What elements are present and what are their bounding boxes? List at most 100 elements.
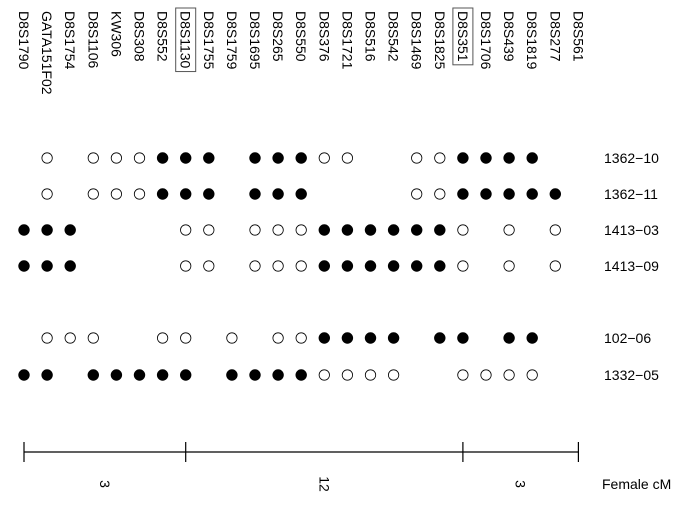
- open-dot: [41, 332, 53, 344]
- marker-label: D8S1706: [478, 11, 494, 70]
- marker-label: D8S376: [316, 11, 332, 62]
- filled-dot: [203, 152, 215, 164]
- marker-highlight-box: [452, 7, 474, 66]
- open-dot: [87, 152, 99, 164]
- filled-dot: [364, 332, 377, 344]
- open-dot: [87, 332, 99, 344]
- open-dot: [549, 260, 561, 272]
- open-dot: [295, 224, 307, 236]
- open-dot: [503, 369, 515, 381]
- filled-dot: [480, 152, 492, 164]
- filled-dot: [318, 332, 330, 344]
- filled-dot: [41, 224, 53, 236]
- individual-label: 1362−11: [604, 186, 658, 202]
- filled-dot: [341, 260, 354, 272]
- filled-dot: [457, 152, 469, 164]
- filled-dot: [272, 152, 284, 164]
- filled-dot: [64, 260, 76, 272]
- marker-label: D8S1759: [224, 11, 240, 70]
- open-dot: [133, 188, 146, 200]
- marker-labels: D8S1790 GATA151F02 D8S1754 D8S1106 KW306 D8S3…: [16, 7, 586, 95]
- filled-dot: [18, 260, 30, 272]
- filled-dot: [387, 260, 400, 272]
- individual-label: 1362−10: [604, 150, 659, 166]
- genetic-distance-scale: 3 12 3 Female cM: [23, 442, 671, 492]
- open-dot: [180, 224, 192, 236]
- open-dot: [157, 332, 169, 344]
- filled-dot: [526, 332, 538, 344]
- filled-dot: [133, 369, 146, 381]
- open-dot: [41, 152, 53, 164]
- open-dot: [87, 188, 99, 200]
- filled-dot: [318, 260, 330, 272]
- marker-label: D8S550: [293, 11, 309, 62]
- filled-dot: [387, 224, 400, 236]
- open-dot: [318, 369, 330, 381]
- marker-label: D8S1819: [524, 11, 540, 70]
- marker-label: D8S1130: [178, 11, 194, 69]
- filled-dot: [457, 188, 469, 200]
- filled-dot: [41, 260, 53, 272]
- filled-dot: [18, 369, 30, 381]
- filled-dot: [503, 332, 515, 344]
- genotype-row: [18, 260, 561, 272]
- filled-dot: [64, 224, 76, 236]
- open-dot: [272, 332, 284, 344]
- open-dot: [295, 260, 307, 272]
- open-dot: [133, 152, 146, 164]
- filled-dot: [503, 152, 515, 164]
- open-dot: [341, 152, 353, 164]
- individual-label: 1413−09: [604, 258, 659, 274]
- open-dot: [434, 152, 446, 164]
- open-dot: [457, 369, 469, 381]
- filled-dot: [480, 188, 492, 200]
- filled-dot: [434, 224, 446, 236]
- filled-dot: [549, 188, 561, 200]
- filled-dot: [387, 332, 400, 344]
- genotype-row: [18, 224, 561, 236]
- marker-label: KW306: [108, 11, 124, 57]
- filled-dot: [87, 369, 100, 381]
- filled-dot: [341, 332, 354, 344]
- filled-dot: [295, 188, 307, 200]
- segment-distance-label: 3: [97, 480, 113, 488]
- filled-dot: [249, 188, 261, 200]
- open-dot: [526, 369, 538, 381]
- filled-dot: [411, 260, 423, 272]
- filled-dot: [341, 224, 354, 236]
- marker-label: D8S1469: [409, 11, 425, 70]
- filled-dot: [41, 369, 53, 381]
- genotype-grid: [18, 152, 561, 381]
- filled-dot: [272, 188, 284, 200]
- open-dot: [549, 224, 561, 236]
- open-dot: [110, 188, 123, 200]
- segment-distance-label: 3: [513, 480, 529, 488]
- individual-label: 102−06: [604, 330, 651, 346]
- filled-dot: [457, 332, 469, 344]
- marker-label: D8S1695: [247, 11, 263, 70]
- marker-label: D8S308: [132, 11, 148, 62]
- open-dot: [295, 332, 307, 344]
- open-dot: [272, 260, 284, 272]
- marker-label: D8S1754: [62, 11, 78, 70]
- filled-dot: [156, 152, 169, 164]
- marker-label: D8S265: [270, 11, 286, 62]
- marker-label: D8S439: [501, 11, 517, 62]
- open-dot: [387, 369, 400, 381]
- marker-label: GATA151F02: [39, 11, 55, 95]
- marker-label: D8S1106: [85, 11, 101, 69]
- open-dot: [203, 224, 215, 236]
- marker-label: D8S542: [386, 11, 402, 62]
- filled-dot: [226, 369, 238, 381]
- marker-label: D8S351: [455, 11, 471, 62]
- genotype-row: [41, 188, 561, 200]
- marker-label: D8S516: [363, 11, 379, 62]
- open-dot: [226, 332, 238, 344]
- scale-unit-label: Female cM: [602, 476, 671, 492]
- marker-label: D8S1721: [339, 11, 355, 70]
- open-dot: [249, 260, 261, 272]
- marker-label: D8S552: [155, 11, 171, 62]
- marker-label: D8S277: [547, 11, 563, 62]
- filled-dot: [180, 152, 192, 164]
- open-dot: [457, 224, 469, 236]
